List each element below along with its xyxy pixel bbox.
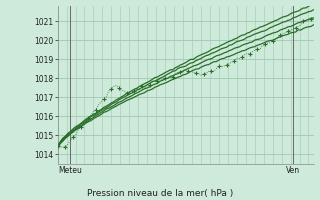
- Text: Ven: Ven: [286, 166, 300, 175]
- Text: Pression niveau de la mer( hPa ): Pression niveau de la mer( hPa ): [87, 189, 233, 198]
- Text: Meteu: Meteu: [59, 166, 82, 175]
